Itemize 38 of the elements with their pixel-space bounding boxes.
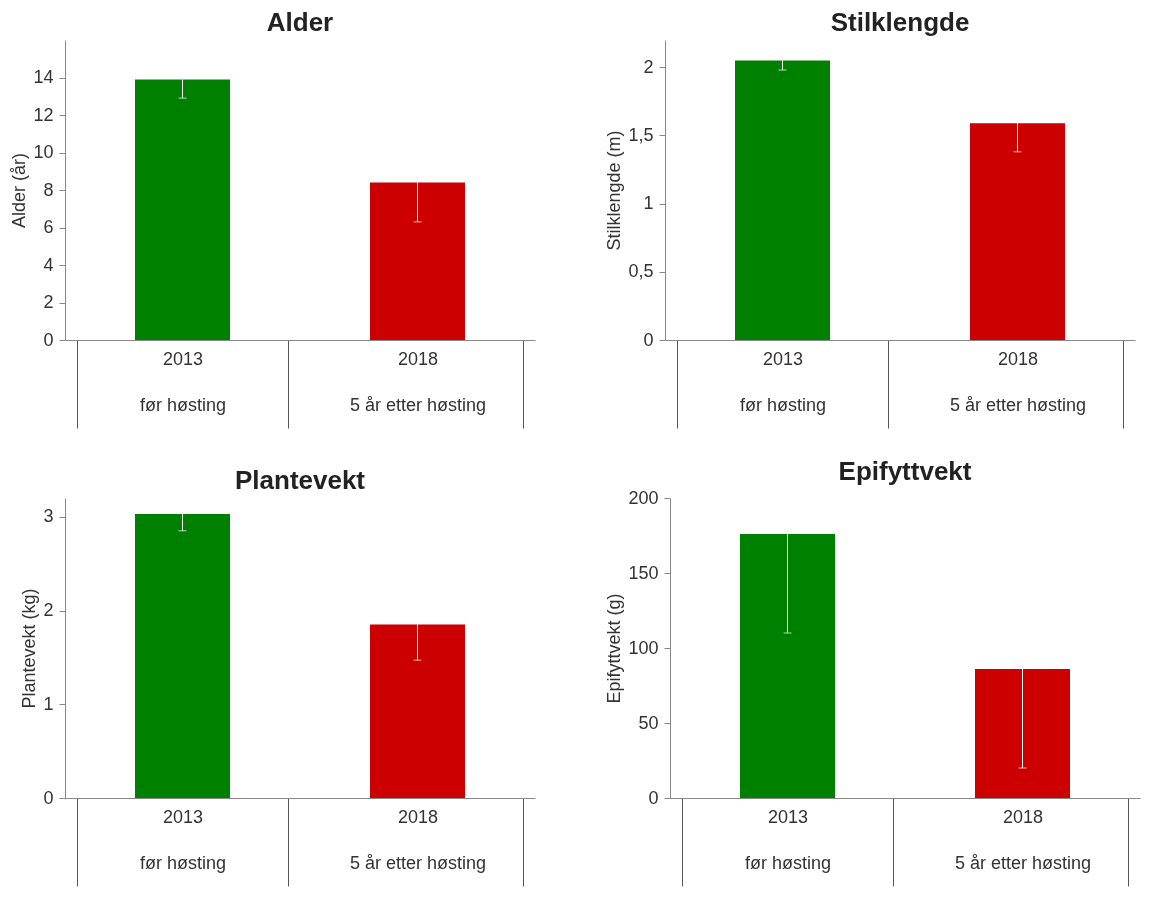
y-tick-label: 0 — [43, 787, 54, 808]
y-tick-label: 0,5 — [628, 261, 654, 282]
chart-title: Epifyttvekt — [838, 456, 972, 486]
category-label: 2013 før høsting — [744, 806, 832, 873]
y-tick-label: 200 — [628, 487, 659, 508]
y-tick-label: 4 — [43, 254, 54, 275]
y-tick-label: 0 — [643, 329, 654, 350]
y-tick-label: 2 — [43, 292, 54, 312]
category-label: 2018 5 år etter høsting — [954, 806, 1092, 873]
category-label: 2018 5 år etter høsting — [349, 348, 487, 415]
chart-title: Alder — [266, 7, 334, 37]
y-tick-label: 0 — [648, 787, 659, 808]
y-tick-label: 1 — [43, 693, 54, 714]
category-label: 2013 før høsting — [139, 348, 227, 415]
y-tick-label: 150 — [628, 562, 659, 583]
y-tick-label: 2 — [643, 56, 654, 77]
category-label: 2013 før høsting — [139, 806, 227, 873]
chart-title: Stilklengde — [830, 7, 970, 37]
y-tick-label: 0 — [43, 329, 54, 350]
y-tick-label: 100 — [628, 637, 659, 658]
y-tick-label: 1 — [643, 193, 654, 214]
y-axis-title: Epifyttvekt (g) — [604, 593, 625, 704]
y-tick-label: 12 — [33, 104, 54, 125]
y-tick-label: 8 — [43, 179, 54, 200]
category-label: 2018 5 år etter høsting — [349, 806, 487, 873]
chart-title: Plantevekt — [234, 465, 366, 495]
y-tick-label: 3 — [43, 506, 54, 527]
y-tick-label: 6 — [43, 217, 54, 237]
y-tick-label: 1,5 — [628, 124, 654, 145]
y-axis-title: Alder (år) — [9, 152, 30, 229]
y-tick-label: 50 — [638, 712, 659, 733]
y-axis-title: Plantevekt (kg) — [19, 588, 40, 709]
y-tick-label: 10 — [33, 142, 54, 162]
category-label: 2018 5 år etter høsting — [949, 348, 1087, 415]
y-tick-label: 2 — [43, 600, 54, 620]
category-label: 2013 før høsting — [739, 348, 827, 415]
y-tick-label: 14 — [33, 67, 54, 87]
y-axis-title: Stilklengde (m) — [604, 130, 625, 251]
